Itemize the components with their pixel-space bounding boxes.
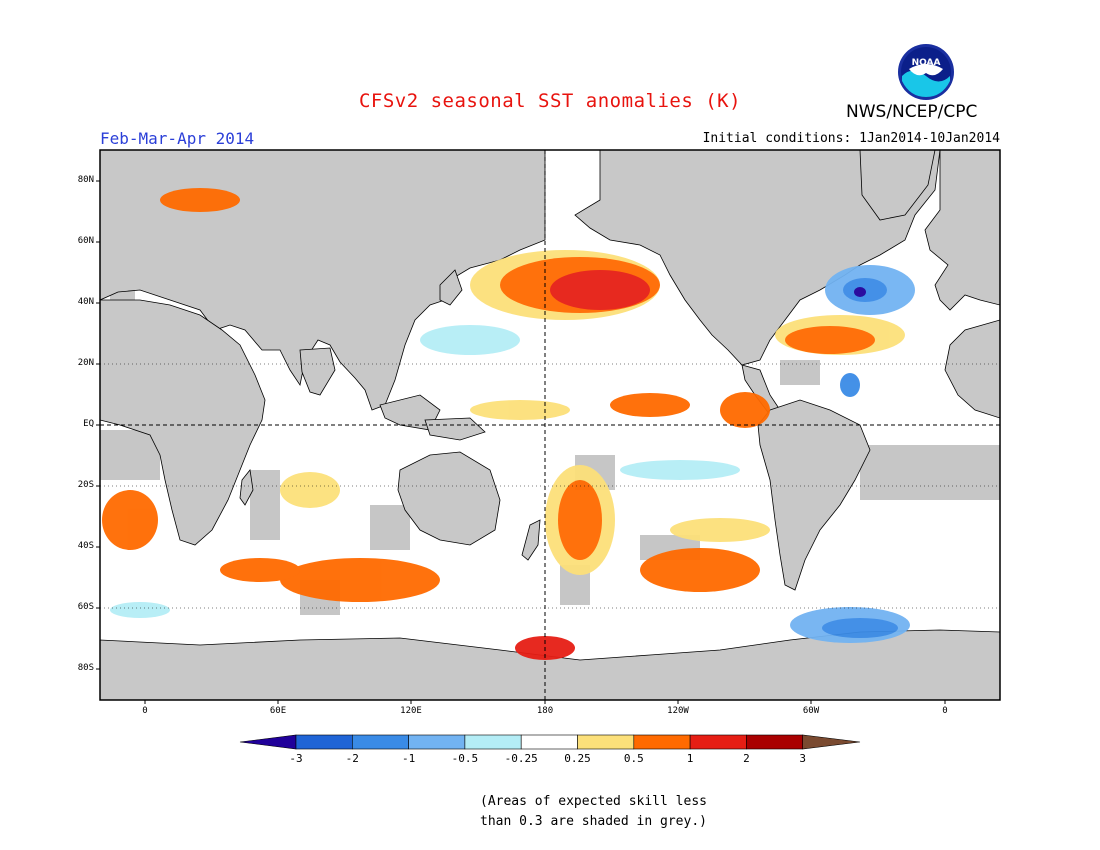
colorbar-segment <box>577 734 635 750</box>
skill-note-line: (Areas of expected skill less <box>480 794 707 809</box>
colorbar-tick-label: -2 <box>345 752 359 765</box>
lat-label: 40N <box>77 297 94 307</box>
lon-label: 180 <box>536 706 554 716</box>
colorbar-tick-label: 1 <box>686 752 694 765</box>
lat-label: 20N <box>77 358 94 368</box>
colorbar-segment <box>351 734 409 750</box>
warm-anomalies <box>102 188 905 660</box>
lon-label: 0 <box>942 706 948 716</box>
colorbar-segment <box>295 734 353 750</box>
colorbar-tick-label: 2 <box>743 752 750 765</box>
colorbar-segment <box>408 734 466 750</box>
lat-label: 80N <box>77 175 94 185</box>
low-skill-shading <box>100 250 1000 615</box>
lat-label: 60S <box>77 602 94 612</box>
lon-label: 60E <box>269 706 287 716</box>
colorbar-segment <box>239 734 297 750</box>
colorbar-tick-label: 0.5 <box>623 752 644 765</box>
colorbar-segment <box>520 734 578 750</box>
skill-note: (Areas of expected skill less than 0.3 a… <box>480 792 707 832</box>
colorbar-segment <box>689 734 747 750</box>
colorbar-tick-label: -0.25 <box>504 752 538 765</box>
skill-note-line: than 0.3 are shaded in grey.) <box>480 814 707 829</box>
colorbar-tick-label: -3 <box>289 752 303 765</box>
colorbar-tick-label: 0.25 <box>564 752 591 765</box>
lon-label: 120E <box>400 706 422 716</box>
continents <box>100 150 1000 700</box>
colorbar-segment <box>464 734 522 750</box>
cool-anomalies <box>110 265 915 643</box>
agency-label: NWS/NCEP/CPC <box>846 102 978 122</box>
colorbar-tick-label: 3 <box>799 752 806 765</box>
forecast-period: Feb-Mar-Apr 2014 <box>100 129 255 148</box>
initial-conditions: Initial conditions: 1Jan2014-10Jan2014 <box>702 131 1000 146</box>
colorbar-tick-label: -1 <box>401 752 416 765</box>
chart-title: CFSv2 seasonal SST anomalies (K) <box>358 90 742 112</box>
lon-label: 0 <box>142 706 148 716</box>
lat-label: 60N <box>77 236 94 246</box>
lat-label: 40S <box>77 541 94 551</box>
colorbar-segment <box>802 734 861 750</box>
lon-label: 120W <box>667 706 689 716</box>
colorbar-segment <box>746 734 804 750</box>
svg-text:NOAA: NOAA <box>912 58 941 68</box>
colorbar-segment <box>633 734 691 750</box>
lat-label: 20S <box>77 480 94 490</box>
lat-label: EQ <box>83 419 94 429</box>
colorbar-tick-label: -0.5 <box>451 752 479 765</box>
lon-label: 60W <box>802 706 820 716</box>
noaa-logo-icon: NOAA <box>898 44 954 100</box>
lat-label: 80S <box>77 663 94 673</box>
